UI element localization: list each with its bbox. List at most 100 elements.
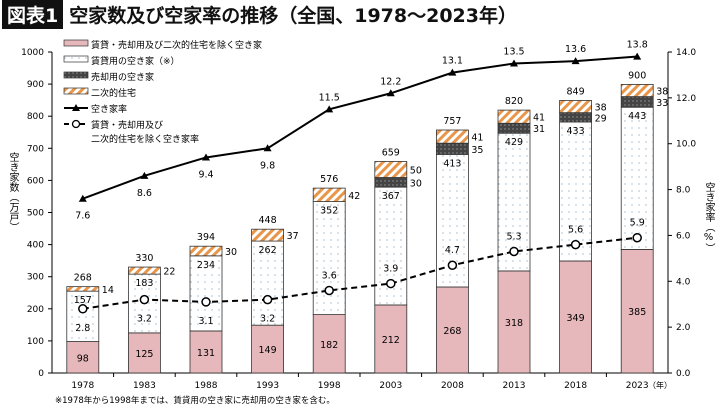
y-tick-label: 800 bbox=[27, 112, 44, 122]
bar-segment bbox=[620, 249, 654, 374]
rate-marker bbox=[78, 194, 87, 202]
bar-label: 385 bbox=[628, 307, 646, 318]
bar-segment bbox=[251, 228, 285, 242]
total-label: 330 bbox=[135, 253, 153, 264]
other-rate-marker bbox=[447, 260, 458, 270]
y-tick-label: 600 bbox=[27, 176, 44, 186]
bar-label: 268 bbox=[443, 326, 461, 337]
y-tick-label: 500 bbox=[27, 209, 44, 219]
bar-label: 413 bbox=[443, 158, 461, 169]
rate-marker bbox=[448, 68, 457, 76]
bar-segment bbox=[497, 122, 531, 134]
bar-label: 367 bbox=[382, 191, 400, 202]
footnote: ※1978年から1998年までは、賃貸用の空き家に売却用の空き家を含む。 bbox=[55, 395, 335, 406]
bar-segment bbox=[127, 332, 161, 374]
bar-label: 31 bbox=[533, 124, 545, 135]
legend-label: 売却用の空き家 bbox=[91, 71, 154, 83]
bar-segment bbox=[620, 96, 654, 108]
bar-label: 157 bbox=[74, 295, 92, 306]
bar-segment bbox=[374, 304, 408, 374]
bar-label: 131 bbox=[197, 348, 215, 359]
other-rate-label: 3.1 bbox=[198, 316, 213, 327]
other-rate-label: 5.9 bbox=[630, 218, 645, 229]
bar-segment bbox=[435, 129, 469, 144]
other-rate-marker bbox=[509, 246, 519, 257]
bar-label: 41 bbox=[533, 113, 545, 124]
figure-badge: 図表1 bbox=[2, 0, 64, 29]
y-tick-label: 0 bbox=[38, 369, 44, 379]
y-right-tick-label: 14.0 bbox=[676, 48, 696, 58]
total-label: 394 bbox=[197, 232, 215, 243]
rate-label: 13.1 bbox=[442, 56, 463, 67]
x-tick-label: 2018 bbox=[564, 381, 587, 391]
bar-label: 42 bbox=[348, 191, 360, 202]
x-tick-label: 2023 bbox=[626, 381, 649, 391]
other-rate-marker bbox=[262, 294, 273, 305]
total-label: 268 bbox=[74, 273, 92, 284]
bar-label: 14 bbox=[102, 285, 114, 296]
bar-label: 234 bbox=[197, 260, 215, 271]
bar-segment bbox=[559, 100, 592, 114]
bar-label: 352 bbox=[320, 206, 338, 217]
other-rate-marker bbox=[324, 285, 334, 296]
x-axis-label: （年） bbox=[648, 380, 672, 390]
legend-label: 賃貸用の空き家（※） bbox=[91, 55, 180, 67]
total-label: 900 bbox=[628, 70, 646, 81]
bar-segment bbox=[251, 240, 285, 326]
other-rate-line bbox=[82, 236, 638, 310]
legend-triangle-icon bbox=[72, 104, 80, 111]
bar-segment bbox=[497, 109, 531, 124]
bar-segment bbox=[312, 187, 346, 202]
legend-swatch bbox=[63, 71, 89, 79]
total-label: 849 bbox=[567, 86, 585, 97]
x-tick-label: 2008 bbox=[441, 381, 464, 391]
x-tick-label: 2003 bbox=[379, 381, 402, 391]
bar-label: 41 bbox=[471, 133, 483, 144]
total-label: 757 bbox=[443, 116, 461, 127]
other-rate-marker bbox=[386, 278, 396, 289]
bar-label: 429 bbox=[505, 137, 523, 148]
bar-segment bbox=[559, 260, 592, 374]
bar-label: 30 bbox=[225, 247, 237, 258]
y-tick-label: 900 bbox=[27, 80, 44, 90]
bar-segment bbox=[374, 161, 408, 178]
bar-segment bbox=[497, 270, 531, 374]
other-rate-label: 3.2 bbox=[260, 314, 275, 325]
total-label: 576 bbox=[320, 174, 338, 185]
y-right-tick-label: 0.0 bbox=[676, 369, 691, 379]
x-tick-label: 2013 bbox=[503, 381, 526, 391]
bar-label: 38 bbox=[656, 87, 668, 98]
bar-label: 183 bbox=[135, 278, 153, 289]
bar-segment bbox=[435, 286, 469, 374]
legend-label: 空き家率 bbox=[91, 103, 127, 115]
bar-segment bbox=[189, 330, 223, 374]
bar-label: 33 bbox=[656, 98, 668, 109]
rate-label: 9.8 bbox=[260, 160, 275, 171]
bar-label: 212 bbox=[382, 335, 400, 346]
bar-segment bbox=[620, 84, 654, 98]
y-right-tick-label: 10.0 bbox=[676, 140, 696, 150]
bar-segment bbox=[66, 341, 100, 374]
y-axis-label: 空き家数（万戸） bbox=[7, 152, 18, 232]
bar-label: 125 bbox=[135, 349, 153, 360]
x-tick-label: 1993 bbox=[256, 381, 279, 391]
rate-label: 11.5 bbox=[319, 92, 340, 103]
legend-circle-icon bbox=[71, 119, 81, 129]
y-tick-label: 300 bbox=[27, 273, 44, 283]
bar-segment bbox=[435, 142, 469, 155]
bar-segment bbox=[374, 177, 408, 188]
other-rate-marker bbox=[139, 294, 150, 305]
bar-segment bbox=[189, 255, 223, 332]
y-tick-label: 400 bbox=[27, 241, 44, 251]
chart-title: 図表1 空家数及び空家率の推移（全国、1978～2023年） bbox=[0, 0, 517, 29]
other-rate-marker bbox=[201, 297, 211, 307]
other-rate-label: 4.7 bbox=[445, 245, 460, 256]
vacancy-rate-line bbox=[82, 55, 638, 200]
y-tick-label: 200 bbox=[27, 305, 44, 315]
rate-marker bbox=[571, 57, 580, 65]
bar-label: 149 bbox=[259, 345, 277, 356]
rate-label: 7.6 bbox=[75, 211, 90, 222]
legend-label: 二次的住宅を除く空き家率 bbox=[91, 133, 199, 145]
rate-label: 13.8 bbox=[627, 40, 648, 51]
